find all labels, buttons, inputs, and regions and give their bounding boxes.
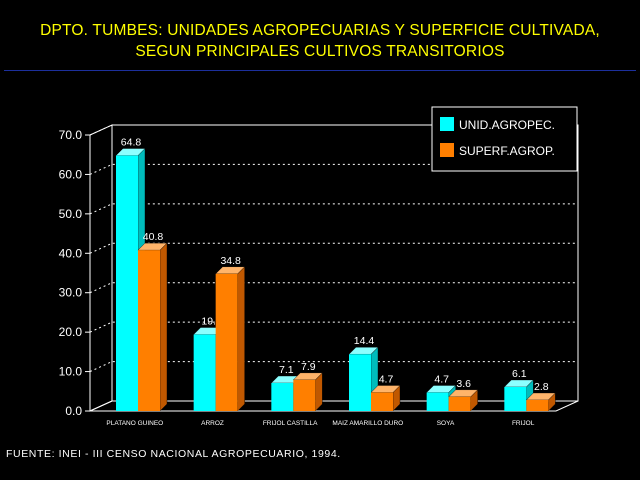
category-label: ARROZ [201, 420, 224, 427]
y-tick-label: 10.0 [59, 365, 83, 379]
data-label-superficie: 3.6 [456, 378, 471, 390]
legend-box [431, 106, 578, 172]
bar-unidades [193, 334, 216, 411]
data-label-unidades: 6.1 [512, 368, 527, 380]
bar-unidades [504, 386, 527, 411]
bar-superficie [371, 392, 393, 411]
bar-superficie-side [159, 242, 168, 412]
chart-title-line-1: DPTO. TUMBES: UNIDADES AGROPECUARIAS Y S… [40, 22, 600, 39]
bar-superficie [293, 379, 316, 411]
plot-side-wall [89, 124, 113, 412]
y-tick-label: 40.0 [59, 246, 83, 260]
bar-unidades [271, 383, 294, 411]
bar-superficie-side [237, 266, 245, 412]
chart-title-line-2: SEGUN PRINCIPALES CULTIVOS TRANSITORIOS [135, 43, 505, 60]
legend-label: SUPERF.AGROP. [459, 144, 555, 158]
data-label-superficie: 7.9 [301, 361, 316, 373]
bar-superficie [138, 250, 160, 411]
y-tick-label: 50.0 [59, 207, 83, 221]
category-label: PLATANO GUINEO [106, 420, 163, 427]
data-label-unidades: 4.7 [434, 373, 449, 385]
bar-superficie [448, 396, 471, 411]
legend-swatch [440, 143, 454, 157]
y-tick-label: 0.0 [65, 404, 82, 418]
data-label-superficie: 34.8 [220, 255, 241, 267]
data-label-unidades: 64.8 [121, 137, 142, 149]
title-divider [4, 70, 636, 71]
source-note: FUENTE: INEI - III CENSO NACIONAL AGROPE… [6, 448, 341, 460]
category-label: FRIJOL [512, 420, 535, 427]
data-label-superficie: 2.8 [534, 381, 549, 393]
y-tick-label: 20.0 [59, 325, 83, 339]
bar-unidades [116, 155, 138, 411]
category-label: MAIZ AMARILLO DURO [332, 420, 403, 427]
gridline [89, 203, 578, 215]
legend-label: UNID.AGROPEC. [459, 118, 555, 132]
data-label-superficie: 4.7 [379, 373, 394, 385]
bar-superficie [215, 273, 238, 411]
data-label-superficie: 40.8 [143, 231, 164, 243]
data-label-unidades: 14.4 [354, 335, 375, 347]
bar-unidades [426, 392, 449, 411]
data-label-unidades: 7.1 [279, 364, 294, 376]
y-tick-label: 30.0 [59, 286, 83, 300]
bar-superficie [526, 399, 549, 411]
category-label: SOYA [437, 420, 455, 427]
bar-unidades [349, 354, 371, 411]
y-tick-label: 60.0 [59, 167, 83, 181]
plot-floor [89, 400, 579, 412]
category-label: FRIJOL CASTILLA [263, 420, 318, 427]
legend-swatch [440, 117, 454, 131]
data-label-unidades: 19. [201, 316, 216, 328]
y-tick-label: 70.0 [59, 128, 83, 142]
